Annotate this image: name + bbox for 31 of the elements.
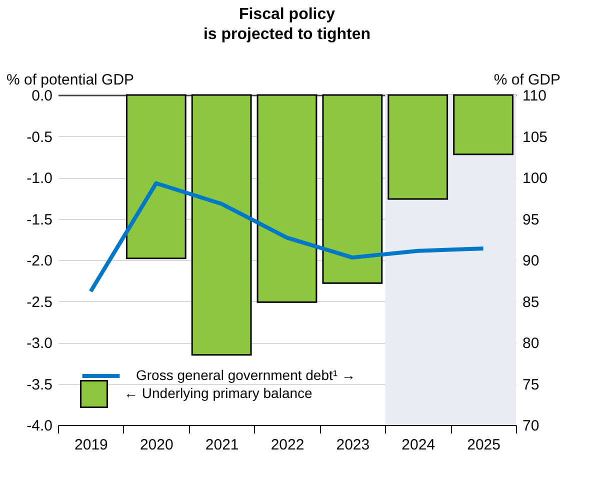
y2-tick-label: 105 xyxy=(522,128,548,146)
y2-tick-label: 80 xyxy=(522,335,540,352)
x-tick-label: 2025 xyxy=(467,436,500,454)
y2-tick-label: 85 xyxy=(522,294,540,311)
x-tick-label: 2022 xyxy=(270,436,304,454)
y-axis-title: % of potential GDP xyxy=(6,72,134,88)
y2-tick-label: 95 xyxy=(522,211,540,228)
y-tick-label: -1.0 xyxy=(26,170,52,187)
y2-tick-label: 75 xyxy=(522,376,540,394)
line-series xyxy=(88,181,486,294)
chart-title: Fiscal policy is projected to tighten xyxy=(203,6,371,43)
x-tick-label: 2024 xyxy=(402,436,436,454)
y2-tick-label: 70 xyxy=(522,418,540,434)
y2-tick-label: 90 xyxy=(522,252,540,270)
y2-tick-label: 110 xyxy=(522,88,546,104)
y-tick-label: -2.0 xyxy=(26,252,52,270)
x-tick-label: 2023 xyxy=(336,436,370,454)
y-tick-label: -4.0 xyxy=(26,418,52,434)
legend-label: ← Underlying primary balance xyxy=(124,385,313,401)
x-tick-label: 2019 xyxy=(74,436,108,454)
y-tick-label: 0.0 xyxy=(32,88,52,104)
x-tick-label: 2021 xyxy=(205,436,239,454)
legend-label: Gross general government debt¹ → xyxy=(136,367,356,383)
y-tick-label: -1.5 xyxy=(26,211,52,228)
y-tick-label: -0.5 xyxy=(26,128,52,146)
y-tick-label: -3.5 xyxy=(26,376,52,394)
x-tick-label: 2020 xyxy=(140,436,174,454)
y-tick-label: -2.5 xyxy=(26,294,52,311)
y2-axis-title: % of GDP xyxy=(494,72,560,88)
y-tick-label: -3.0 xyxy=(26,335,52,352)
y2-tick-label: 100 xyxy=(522,170,548,187)
